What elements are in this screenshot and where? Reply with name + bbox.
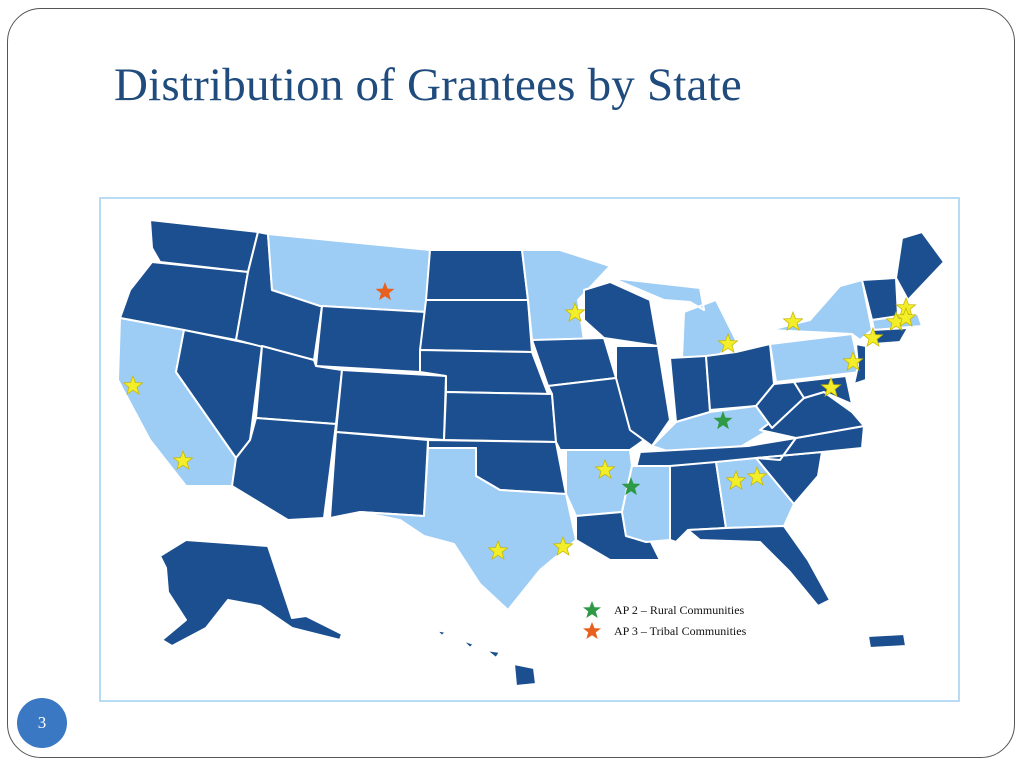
state-indiana xyxy=(669,355,711,423)
grantee-star-marker xyxy=(552,535,574,557)
grantee-star-marker xyxy=(895,306,917,328)
grantee-star-marker xyxy=(820,376,842,398)
rural-star-marker xyxy=(621,477,641,496)
legend-label-rural: AP 2 – Rural Communities xyxy=(614,602,745,617)
state-pennsylvania xyxy=(769,333,861,383)
territory-puerto-rico xyxy=(867,633,907,649)
grantee-star-marker xyxy=(842,350,864,372)
legend-label-tribal: AP 3 – Tribal Communities xyxy=(614,623,747,638)
state-hawaii xyxy=(435,629,537,687)
grantee-star-marker xyxy=(862,326,884,348)
state-maryland xyxy=(793,375,853,405)
state-texas xyxy=(359,447,577,611)
state-mississippi xyxy=(621,465,671,543)
map-legend: AP 2 – Rural Communities AP 3 – Tribal C… xyxy=(582,600,792,644)
state-arizona xyxy=(231,417,337,521)
state-new-mexico xyxy=(329,431,429,519)
slide-title: Distribution of Grantees by State xyxy=(114,59,742,111)
grantee-star-marker xyxy=(725,469,747,491)
legend-item-tribal: AP 3 – Tribal Communities xyxy=(582,621,746,641)
legend-item-rural: AP 2 – Rural Communities xyxy=(582,600,744,620)
grantee-star-marker xyxy=(782,310,804,332)
page-number-badge: 3 xyxy=(17,698,67,748)
state-south-dakota xyxy=(419,299,533,353)
state-wyoming xyxy=(315,305,427,373)
state-arkansas xyxy=(565,449,633,517)
state-kansas xyxy=(443,391,557,443)
state-colorado xyxy=(335,369,447,441)
grantee-star-marker xyxy=(172,449,194,471)
tribal-star-marker xyxy=(375,282,395,301)
rural-star-marker xyxy=(713,411,733,430)
orange-star-icon xyxy=(583,622,601,639)
grantee-star-marker xyxy=(594,458,616,480)
grantee-star-marker xyxy=(487,539,509,561)
state-alaska xyxy=(159,539,343,647)
state-florida xyxy=(687,525,831,607)
state-north-dakota xyxy=(425,249,529,301)
grantee-star-marker xyxy=(746,465,768,487)
grantee-star-marker xyxy=(564,301,586,323)
grantee-star-marker xyxy=(122,374,144,396)
grantee-star-marker xyxy=(717,332,739,354)
state-maine xyxy=(895,231,945,301)
state-new-york xyxy=(769,279,873,341)
green-star-icon xyxy=(583,601,601,618)
